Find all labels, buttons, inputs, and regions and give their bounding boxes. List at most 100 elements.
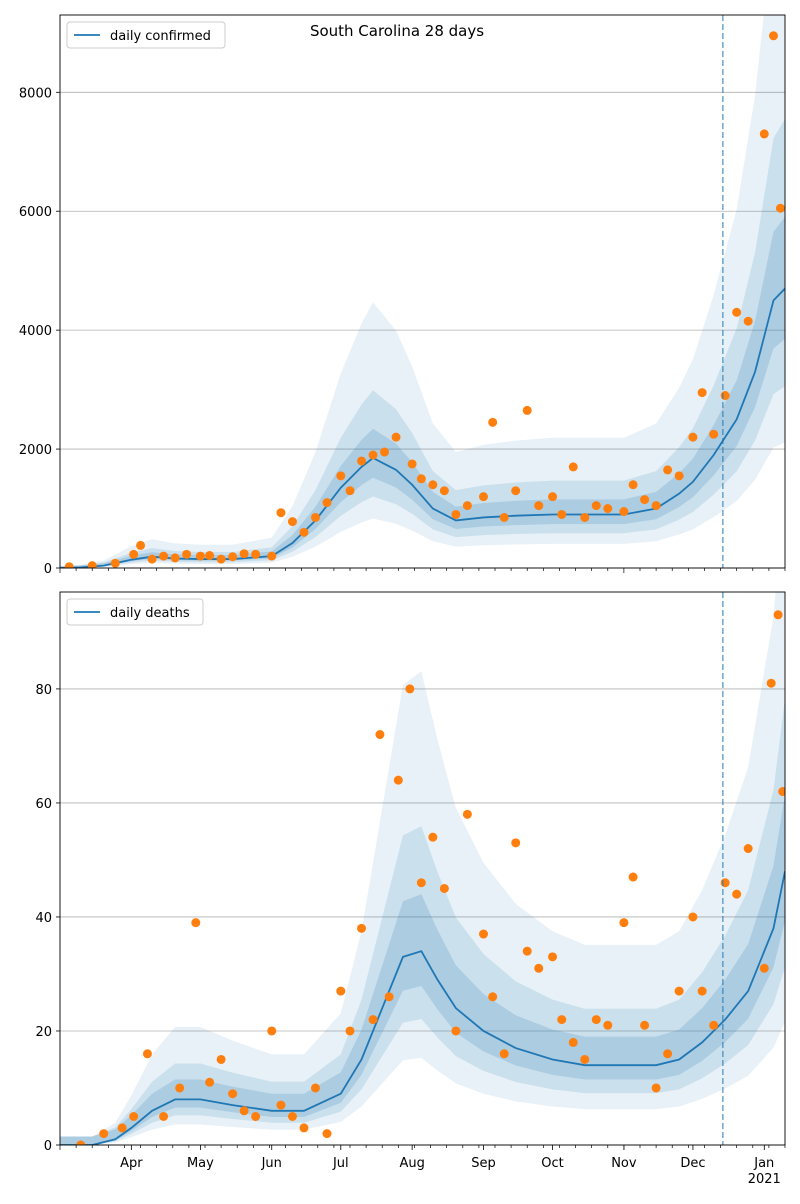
data-point [299, 1123, 309, 1133]
y-tick-label: 80 [35, 683, 52, 698]
x-tick-label: Aug [399, 1156, 424, 1171]
year-label: 2021 [748, 1172, 781, 1187]
data-point [251, 549, 261, 559]
data-point [462, 501, 472, 511]
data-point [428, 832, 438, 842]
data-point [129, 549, 139, 559]
data-point [216, 554, 226, 564]
data-point [407, 459, 417, 469]
data-point [568, 462, 578, 472]
data-point [674, 986, 684, 996]
series-line [60, 871, 785, 1145]
data-points [64, 31, 785, 568]
data-point [170, 553, 180, 563]
data-point [99, 1129, 109, 1139]
data-point [380, 447, 390, 457]
data-point [478, 492, 488, 502]
data-points [76, 610, 785, 1145]
data-point [511, 838, 521, 848]
data-point [384, 992, 394, 1002]
y-tick-label: 8000 [19, 86, 52, 101]
data-point [228, 1089, 238, 1099]
data-point [478, 929, 488, 939]
data-point [557, 509, 567, 519]
data-point [697, 986, 707, 996]
data-point [511, 486, 521, 496]
data-point [768, 31, 778, 41]
y-tick-label: 2000 [19, 443, 52, 458]
data-point [391, 432, 401, 442]
y-tick-label: 4000 [19, 324, 52, 339]
data-point [117, 1123, 127, 1133]
data-point [276, 1100, 286, 1110]
data-point [548, 492, 558, 502]
data-point [357, 923, 367, 933]
data-point [640, 495, 650, 505]
data-point [322, 498, 332, 508]
data-point [591, 501, 601, 511]
data-point [195, 551, 205, 561]
data-point [488, 417, 498, 427]
x-tick-label: Sep [471, 1156, 496, 1171]
data-point [267, 551, 277, 561]
data-point [640, 1020, 650, 1030]
data-point [205, 551, 215, 561]
y-tick-label: 0 [44, 562, 52, 577]
data-point [603, 504, 613, 514]
data-point [205, 1077, 215, 1087]
legend-label: daily deaths [110, 606, 190, 621]
x-tick-label: Nov [611, 1156, 637, 1171]
data-point [357, 456, 367, 466]
data-point [76, 1140, 86, 1145]
y-tick-label: 60 [35, 797, 52, 812]
data-point [568, 1037, 578, 1047]
data-point [591, 1015, 601, 1025]
uncertainty-band [60, 15, 785, 568]
data-point [557, 1015, 567, 1025]
axes-frame [59, 591, 786, 1146]
data-point [336, 471, 346, 481]
legend: daily confirmed [66, 21, 226, 49]
data-point [522, 405, 532, 415]
y-tick-label: 0 [44, 1139, 52, 1154]
data-point [368, 1015, 378, 1025]
data-point [720, 391, 730, 401]
data-point [603, 1020, 613, 1030]
data-point [64, 562, 74, 568]
x-tick-label: Jan [753, 1156, 774, 1171]
legend: daily deaths [66, 598, 204, 626]
data-point [499, 512, 509, 522]
data-point [191, 918, 201, 928]
data-point [182, 549, 192, 559]
data-point [439, 883, 449, 893]
data-point [759, 129, 769, 139]
data-point [147, 554, 157, 564]
x-tick-label: Dec [680, 1156, 705, 1171]
data-point [416, 878, 426, 888]
x-tick-label: Jun [261, 1156, 282, 1171]
data-point [310, 512, 320, 522]
x-tick-label: May [187, 1156, 214, 1171]
data-point [580, 512, 590, 522]
data-point [619, 918, 629, 928]
data-point [628, 872, 638, 882]
panel-1: 0 2000 4000 6000 8000 South Carolina 28 days d… [19, 14, 786, 577]
data-point [439, 486, 449, 496]
axes-frame [59, 14, 786, 569]
data-point [743, 844, 753, 854]
data-point [310, 1083, 320, 1093]
data-point [276, 508, 286, 518]
data-point [239, 1106, 249, 1116]
data-point [697, 388, 707, 398]
panel-2: 0 20 40 60 80 Apr May Jun Jul Aug Sep Oct Nov Dec Jan2… [35, 591, 786, 1187]
data-point [368, 450, 378, 460]
data-point [651, 1083, 661, 1093]
data-point [766, 678, 776, 688]
data-point [663, 465, 673, 475]
x-tick-label: Oct [541, 1156, 563, 1171]
data-point [743, 316, 753, 326]
data-point [674, 471, 684, 481]
y-tick-label: 6000 [19, 205, 52, 220]
legend-box [66, 598, 204, 626]
